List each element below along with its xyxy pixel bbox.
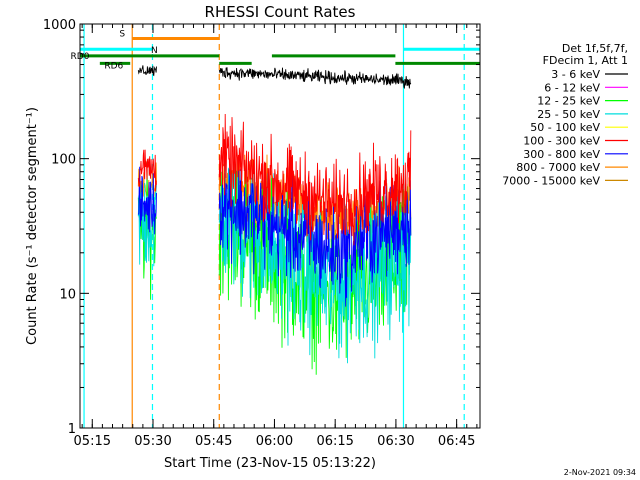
- legend-header-line: FDecim 1, Att 1: [543, 54, 628, 67]
- x-tick-label: 05:15: [74, 434, 111, 449]
- x-tick-label: 06:00: [256, 434, 293, 449]
- x-tick-label: 05:30: [134, 434, 171, 449]
- legend-label-50-100keV: 50 - 100 keV: [530, 121, 600, 134]
- y-axis-label: Count Rate (s⁻¹ detector segment⁻¹): [25, 107, 40, 345]
- series-line-100-300keV-1: [218, 113, 412, 246]
- legend-label-25-50keV: 25 - 50 keV: [537, 108, 600, 121]
- x-tick-label: 06:15: [316, 434, 353, 449]
- x-tick-label: 05:45: [195, 434, 232, 449]
- series-line-300-800keV-0: [137, 166, 157, 235]
- x-axis-label: Start Time (23-Nov-15 05:13:22): [164, 456, 376, 471]
- legend-label-7000-15000keV: 7000 - 15000 keV: [502, 174, 600, 187]
- legend-label-6-12keV: 6 - 12 keV: [544, 81, 600, 94]
- legend-label-3-6keV: 3 - 6 keV: [551, 68, 600, 81]
- legend-label-12-25keV: 12 - 25 keV: [537, 95, 600, 108]
- state-label-rd6-5: RD6: [104, 61, 123, 71]
- series-line-300-800keV-1: [218, 168, 412, 307]
- series-line-100-300keV-0: [137, 149, 157, 192]
- chart-title: RHESSI Count Rates: [205, 3, 356, 21]
- series-line-3-6keV-1: [218, 67, 412, 89]
- x-tick-label: 06:45: [438, 434, 475, 449]
- legend-header-line: Det 1f,5f,7f,: [562, 42, 628, 55]
- plot-contents: [80, 24, 480, 428]
- y-tick-label: 1: [68, 422, 76, 437]
- x-tick-label: 06:30: [377, 434, 414, 449]
- series-line-3-6keV-0: [137, 65, 157, 77]
- y-tick-label: 100: [51, 153, 76, 168]
- y-tick-label: 10: [59, 287, 76, 302]
- legend-label-800-7000keV: 800 - 7000 keV: [516, 161, 600, 174]
- state-label-s-0: S: [119, 30, 125, 40]
- legend-label-300-800keV: 300 - 800 keV: [523, 148, 600, 161]
- y-tick-label: 1000: [43, 18, 76, 33]
- footer-date: 2-Nov-2021 09:34: [564, 468, 636, 477]
- plot-frame: [79, 23, 481, 429]
- state-label-n-1: N: [151, 46, 158, 56]
- legend-label-100-300keV: 100 - 300 keV: [523, 135, 600, 148]
